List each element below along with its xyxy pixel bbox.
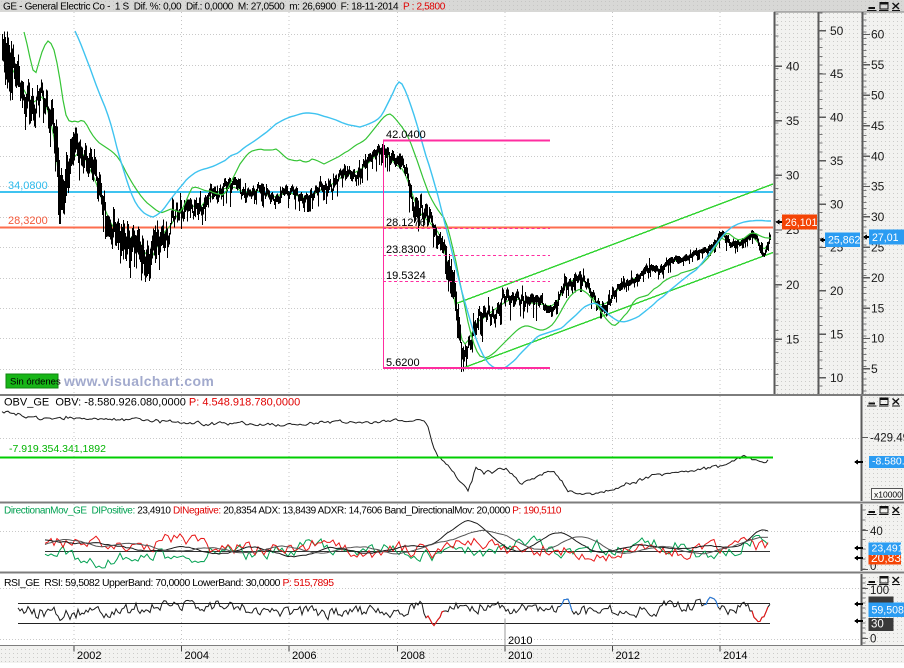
svg-text:-8.580.: -8.580.: [872, 456, 904, 468]
svg-text:5: 5: [871, 362, 878, 376]
svg-text:35: 35: [786, 114, 800, 128]
svg-text:42.0400: 42.0400: [386, 129, 426, 141]
svg-text:34,0800: 34,0800: [8, 180, 48, 192]
svg-text:2004: 2004: [185, 650, 209, 662]
svg-text:50: 50: [830, 24, 844, 38]
svg-text:RSI_GE RSI: 59,5082 UpperBand: RSI_GE RSI: 59,5082 UpperBand: 70,0000 L…: [4, 578, 334, 589]
svg-text:45: 45: [871, 119, 885, 133]
svg-text:2012: 2012: [616, 650, 640, 662]
svg-text:OBV_GE OBV: -8.580.926.080,00: OBV_GE OBV: -8.580.926.080,0000 P: 4.548…: [4, 397, 300, 409]
svg-text:2010: 2010: [508, 650, 532, 662]
svg-text:35: 35: [871, 180, 885, 194]
svg-text:10: 10: [830, 371, 844, 385]
svg-text:-429.49: -429.49: [870, 433, 904, 445]
svg-text:2010: 2010: [508, 635, 532, 647]
svg-text:28.1276: 28.1276: [386, 217, 426, 229]
svg-text:Sin órdenes: Sin órdenes: [10, 377, 61, 388]
svg-text:50: 50: [871, 89, 885, 103]
svg-text:35: 35: [830, 154, 844, 168]
svg-text:15: 15: [871, 301, 885, 315]
svg-text:100: 100: [870, 585, 889, 597]
svg-text:15: 15: [786, 332, 800, 346]
svg-text:25,862: 25,862: [828, 235, 861, 247]
svg-text:59,508: 59,508: [872, 605, 904, 617]
svg-text:30: 30: [830, 197, 844, 211]
svg-text:5.6200: 5.6200: [386, 357, 420, 369]
svg-text:26,101: 26,101: [785, 217, 818, 229]
svg-text:2006: 2006: [292, 650, 316, 662]
svg-text:-7.919.354.341,1892: -7.919.354.341,1892: [9, 443, 106, 455]
svg-text:60: 60: [871, 28, 885, 42]
svg-text:30: 30: [871, 210, 885, 224]
svg-text:2002: 2002: [77, 650, 101, 662]
svg-text:55: 55: [871, 58, 885, 72]
svg-text:28,3200: 28,3200: [8, 215, 48, 227]
svg-text:23.8300: 23.8300: [386, 244, 426, 256]
svg-text:20: 20: [830, 284, 844, 298]
svg-text:DirectionanMov_GE DIPositive:: DirectionanMov_GE DIPositive: 23,4910 DI…: [4, 506, 562, 517]
svg-text:x10000: x10000: [874, 490, 902, 500]
svg-text:0: 0: [870, 634, 876, 646]
svg-text:23,491: 23,491: [872, 543, 904, 555]
svg-text:40: 40: [870, 526, 883, 538]
svg-text:27,01: 27,01: [872, 232, 899, 244]
svg-text:19.5324: 19.5324: [386, 270, 426, 282]
svg-text:2014: 2014: [723, 650, 747, 662]
svg-text:15: 15: [830, 327, 844, 341]
svg-text:2008: 2008: [401, 650, 425, 662]
svg-text:GE - General Electric Co - 1: GE - General Electric Co - 1 S Dif. %: 0…: [3, 2, 446, 13]
svg-text:www.visualchart.com: www.visualchart.com: [63, 373, 214, 389]
svg-text:20: 20: [871, 271, 885, 285]
svg-text:45: 45: [830, 67, 844, 81]
svg-text:10: 10: [871, 332, 885, 346]
svg-text:40: 40: [786, 59, 800, 73]
svg-text:30: 30: [786, 169, 800, 183]
svg-text:40: 40: [830, 111, 844, 125]
svg-text:40: 40: [871, 149, 885, 163]
svg-text:30: 30: [871, 619, 884, 631]
svg-text:20: 20: [786, 278, 800, 292]
